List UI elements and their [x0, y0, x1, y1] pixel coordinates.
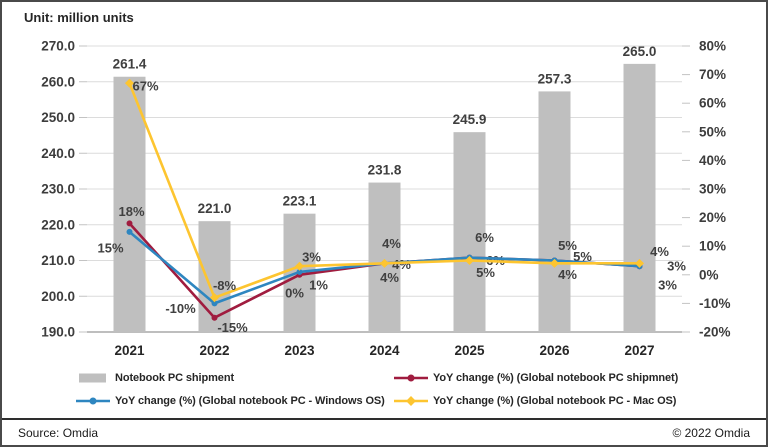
svg-text:-20%: -20% — [699, 325, 731, 340]
svg-text:-15%: -15% — [217, 320, 248, 335]
svg-text:190.0: 190.0 — [41, 325, 75, 340]
svg-text:60%: 60% — [699, 96, 726, 111]
footer: Source: Omdia © 2022 Omdia — [2, 418, 766, 445]
svg-text:220.0: 220.0 — [41, 217, 75, 232]
svg-text:2021: 2021 — [114, 343, 145, 358]
svg-text:40%: 40% — [699, 153, 726, 168]
svg-text:-10%: -10% — [165, 301, 196, 316]
svg-text:250.0: 250.0 — [41, 110, 75, 125]
svg-text:270.0: 270.0 — [41, 39, 75, 54]
legend-label-yoy-mac: YoY change (%) (Global notebook PC - Mac… — [433, 395, 677, 407]
svg-text:2027: 2027 — [624, 343, 654, 358]
legend-item-yoy-shipment: YoY change (%) (Global notebook PC shipm… — [394, 372, 678, 384]
line-swatch-red-icon — [394, 374, 428, 382]
svg-text:4%: 4% — [382, 236, 401, 251]
copyright-text: © 2022 Omdia — [672, 425, 750, 440]
legend-label-yoy-shipment: YoY change (%) (Global notebook PC shipm… — [433, 372, 679, 384]
svg-text:240.0: 240.0 — [41, 146, 75, 161]
svg-text:3%: 3% — [667, 259, 686, 274]
svg-text:200.0: 200.0 — [41, 289, 75, 304]
svg-text:257.3: 257.3 — [538, 71, 572, 86]
svg-text:5%: 5% — [558, 238, 577, 253]
legend-item-yoy-windows: YoY change (%) (Global notebook PC - Win… — [76, 395, 385, 407]
svg-text:2026: 2026 — [539, 343, 570, 358]
svg-text:230.0: 230.0 — [41, 182, 75, 197]
svg-text:260.0: 260.0 — [41, 74, 75, 89]
svg-text:221.0: 221.0 — [198, 201, 232, 216]
unit-label: Unit: million units — [24, 10, 134, 25]
svg-text:2024: 2024 — [369, 343, 400, 358]
line-swatch-blue-icon — [76, 397, 110, 405]
legend-item-yoy-mac: YoY change (%) (Global notebook PC - Mac… — [394, 395, 676, 407]
svg-text:10%: 10% — [699, 239, 726, 254]
combo-chart: 270.0 260.0 250.0 240.0 230.0 220.0 210.0 200.0… — [41, 39, 731, 359]
svg-text:70%: 70% — [699, 67, 726, 82]
svg-text:2025: 2025 — [454, 343, 485, 358]
svg-text:2023: 2023 — [284, 343, 315, 358]
svg-text:245.9: 245.9 — [453, 112, 487, 127]
svg-text:50%: 50% — [699, 124, 726, 139]
svg-text:6%: 6% — [475, 230, 494, 245]
svg-text:67%: 67% — [132, 79, 158, 94]
svg-text:4%: 4% — [380, 270, 399, 285]
svg-text:0%: 0% — [285, 285, 304, 300]
legend-label-yoy-windows: YoY change (%) (Global notebook PC - Win… — [115, 395, 385, 407]
svg-text:15%: 15% — [97, 240, 123, 255]
svg-text:-10%: -10% — [699, 296, 731, 311]
svg-text:5%: 5% — [573, 249, 592, 264]
svg-text:3%: 3% — [658, 278, 677, 293]
svg-text:5%: 5% — [476, 265, 495, 280]
legend-item-shipment: Notebook PC shipment — [76, 372, 234, 384]
svg-text:1%: 1% — [309, 277, 328, 292]
source-text: Source: Omdia — [18, 425, 99, 440]
svg-text:30%: 30% — [699, 182, 726, 197]
svg-text:231.8: 231.8 — [368, 163, 402, 178]
svg-text:4%: 4% — [650, 244, 669, 259]
bar-swatch-icon — [79, 373, 106, 383]
legend-label-shipment: Notebook PC shipment — [115, 372, 235, 384]
svg-text:2022: 2022 — [199, 343, 229, 358]
svg-text:210.0: 210.0 — [41, 253, 75, 268]
svg-text:0%: 0% — [699, 267, 719, 282]
svg-text:4%: 4% — [558, 267, 577, 282]
svg-text:-8%: -8% — [213, 278, 237, 293]
svg-text:265.0: 265.0 — [623, 44, 657, 59]
line-swatch-yellow-icon — [394, 396, 428, 406]
svg-text:18%: 18% — [118, 204, 144, 219]
svg-text:223.1: 223.1 — [283, 194, 317, 209]
svg-text:80%: 80% — [699, 39, 726, 54]
svg-text:20%: 20% — [699, 210, 726, 225]
svg-text:261.4: 261.4 — [113, 57, 147, 72]
svg-text:3%: 3% — [302, 250, 321, 265]
